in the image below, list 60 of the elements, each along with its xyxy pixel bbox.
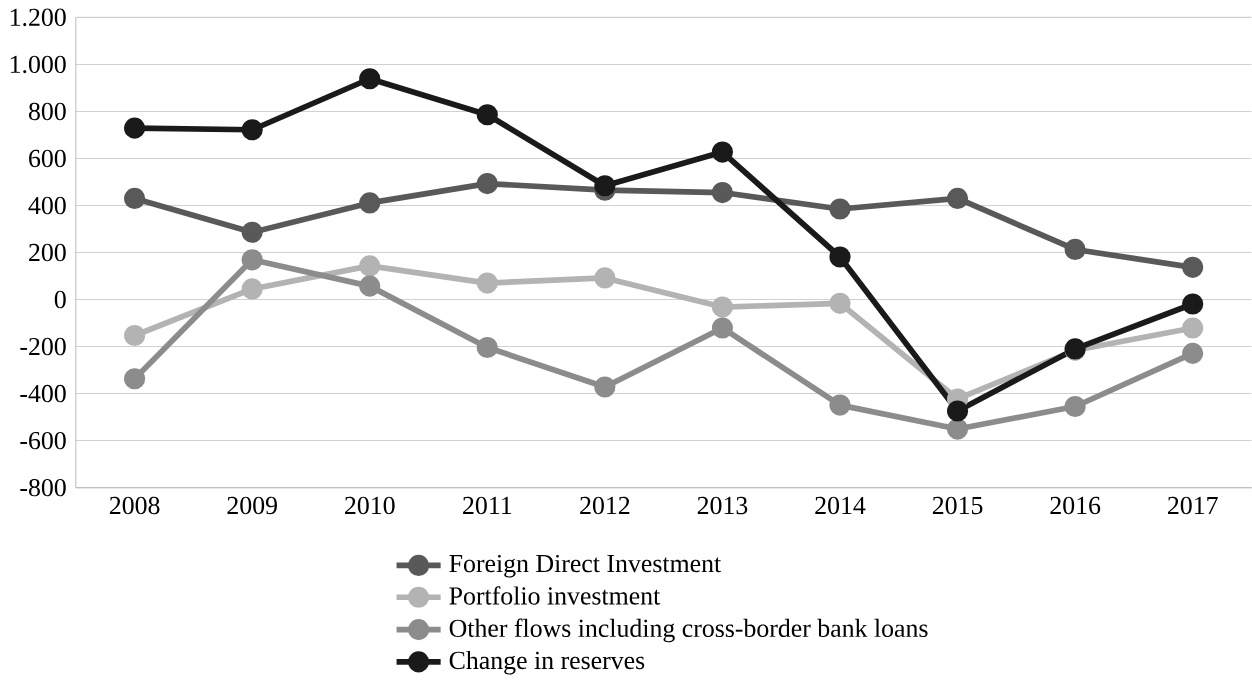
point <box>241 278 263 300</box>
point <box>946 418 969 440</box>
point <box>1064 395 1086 418</box>
point <box>711 141 734 163</box>
point <box>829 246 851 268</box>
y-tick-label: -800 <box>20 478 66 497</box>
point <box>946 400 969 422</box>
point <box>241 221 263 243</box>
x-tick-label: 2010 <box>345 496 395 515</box>
point <box>359 275 381 297</box>
y-tick-label: 200 <box>29 243 66 262</box>
x-tick-label: 2014 <box>815 496 866 515</box>
x-tick-label: 2012 <box>580 496 630 515</box>
y-tick-label: 1.200 <box>10 8 66 27</box>
point <box>476 336 498 359</box>
point <box>711 181 734 204</box>
point <box>476 172 498 195</box>
point <box>359 255 381 277</box>
point <box>1064 238 1086 260</box>
point <box>594 376 616 398</box>
y-tick-label: -400 <box>20 384 66 403</box>
x-tick-label: 2016 <box>1050 496 1101 515</box>
point <box>946 187 969 209</box>
x-tick-label: 2011 <box>463 496 512 515</box>
point <box>124 187 146 209</box>
point <box>124 324 146 347</box>
point <box>241 119 263 141</box>
point <box>124 368 146 390</box>
point <box>476 272 498 294</box>
legend-label: Other flows including cross-border bank loans <box>449 618 928 643</box>
point <box>829 394 851 416</box>
legend-label: Foreign Direct Investment <box>449 554 722 578</box>
y-tick-label: 600 <box>29 149 66 168</box>
y-tick-label: 1.000 <box>10 55 66 74</box>
y-tick-label: 400 <box>28 196 66 215</box>
point <box>829 292 851 314</box>
y-tick-label: 0 <box>54 290 66 309</box>
x-tick-label: 2009 <box>227 496 277 515</box>
point <box>476 104 498 126</box>
legend-label: Portfolio investment <box>449 586 661 605</box>
y-tick-label: -200 <box>20 337 66 356</box>
legend-label: Change in reserves <box>449 650 645 675</box>
point <box>1182 293 1204 315</box>
point <box>241 249 263 271</box>
x-tick-label: 2008 <box>109 496 160 515</box>
x-tick-label: 2017 <box>1168 496 1218 515</box>
point <box>711 317 734 339</box>
x-tick-label: 2015 <box>932 496 983 515</box>
y-tick-label: 800 <box>28 102 66 121</box>
y-tick-label: -600 <box>20 431 66 450</box>
point <box>359 68 381 90</box>
point <box>1182 342 1204 364</box>
point <box>594 267 616 289</box>
point <box>1182 317 1204 339</box>
point <box>1182 256 1204 278</box>
point <box>124 117 146 139</box>
point <box>829 198 851 220</box>
point <box>711 296 734 318</box>
point <box>359 192 381 214</box>
x-tick-label: 2013 <box>697 496 748 515</box>
